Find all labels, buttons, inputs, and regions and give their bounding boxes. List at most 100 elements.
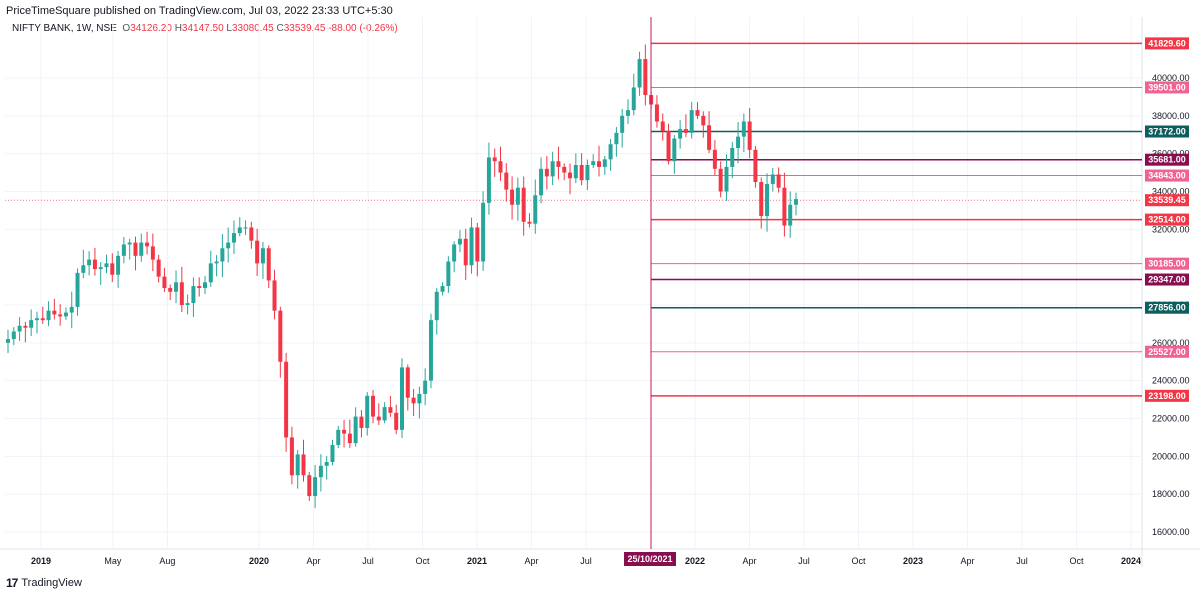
candle-body	[208, 263, 213, 283]
candle-body	[568, 172, 573, 179]
candle-body	[428, 320, 433, 381]
candle-body	[562, 166, 567, 173]
candle	[278, 306, 283, 378]
level-tag: 25527.00	[1145, 345, 1189, 358]
candle-body	[174, 282, 179, 292]
level-tag-label: 37172.00	[1148, 126, 1186, 136]
candle-body	[237, 227, 242, 234]
level-tag-bg	[1145, 81, 1189, 94]
candle	[6, 329, 10, 354]
candle-body	[359, 416, 364, 428]
symbol-name[interactable]: NIFTY BANK, 1W, NSE	[12, 23, 117, 34]
candle	[330, 439, 335, 466]
high-label: H	[174, 23, 182, 34]
candle	[428, 313, 433, 389]
candle-body	[231, 233, 236, 243]
candle-body	[440, 286, 445, 292]
candle	[556, 146, 561, 180]
candle-body	[730, 147, 735, 167]
candle	[133, 236, 138, 271]
candle-body	[759, 182, 764, 217]
candle-body	[434, 291, 439, 321]
candle-body	[770, 174, 775, 184]
candle-body	[330, 444, 335, 463]
candle	[689, 101, 694, 139]
level-tag: 23198.00	[1145, 389, 1189, 402]
candle	[347, 419, 352, 448]
candle	[150, 233, 155, 272]
candle	[342, 419, 347, 448]
level-tag-label: 32514.00	[1148, 215, 1186, 225]
publish-line: PriceTimeSquare published on TradingView…	[6, 5, 393, 17]
level-tag: 39501.00	[1145, 81, 1189, 94]
candle	[208, 250, 213, 287]
candle-body	[707, 125, 712, 150]
candle	[46, 301, 51, 327]
candle	[174, 270, 179, 304]
candle-body	[521, 187, 526, 222]
candle	[145, 231, 150, 255]
candle	[712, 139, 717, 176]
candle	[625, 99, 630, 124]
price-tick-label: 38000.00	[1152, 111, 1190, 121]
candle	[92, 247, 97, 276]
candle-body	[179, 282, 184, 305]
time-tick-label: Jul	[1016, 556, 1028, 566]
candle-body	[486, 157, 491, 203]
candle-body	[701, 115, 706, 126]
candle-body	[220, 248, 225, 262]
candle-body	[243, 227, 248, 229]
tradingview-logo-icon: 17	[6, 576, 18, 590]
candle	[365, 392, 370, 436]
candle	[504, 163, 509, 202]
low-value: 33080.45	[231, 23, 274, 34]
candle-body	[753, 149, 758, 183]
vertical-marker: 25/10/2021	[624, 17, 676, 566]
candle	[214, 255, 219, 277]
price-tick-label: 40000.00	[1152, 73, 1190, 83]
candle-body	[405, 367, 410, 398]
time-tick-label: 2023	[903, 556, 923, 566]
candle	[376, 403, 381, 426]
candle	[139, 233, 144, 262]
candle	[249, 221, 254, 249]
candle	[260, 241, 265, 279]
candle-body	[197, 286, 202, 288]
tradingview-footer[interactable]: 17 TradingView	[6, 576, 82, 590]
candle-body	[52, 310, 57, 315]
candle-body	[313, 477, 318, 497]
candle-body	[6, 339, 10, 343]
candle-body	[318, 465, 323, 478]
candle	[394, 404, 399, 435]
candle	[63, 307, 68, 320]
candle	[539, 157, 544, 204]
candle-body	[185, 303, 190, 305]
level-tag-bg	[1145, 301, 1189, 314]
candle-body	[585, 165, 590, 181]
candle	[336, 425, 341, 449]
candle-body	[17, 325, 22, 332]
time-tick-label: 2020	[249, 556, 269, 566]
candle	[591, 154, 596, 169]
low-label: L	[226, 23, 232, 34]
candle-body	[104, 263, 109, 268]
candle	[678, 120, 683, 149]
candle-body	[423, 380, 428, 394]
price-tick-label: 32000.00	[1152, 224, 1190, 234]
candle	[672, 134, 677, 174]
candle	[87, 251, 92, 276]
candle	[371, 389, 376, 424]
open-value: 34126.20	[130, 23, 172, 34]
time-tick-label: 2021	[467, 556, 487, 566]
candle	[730, 142, 735, 179]
candle-body	[278, 310, 283, 362]
price-tick-label: 34000.00	[1152, 187, 1190, 197]
level-tag-bg	[1145, 153, 1189, 166]
candle-body	[527, 221, 532, 224]
level-tag: 30185.00	[1145, 257, 1189, 270]
candle	[544, 156, 549, 190]
candle	[52, 298, 57, 320]
candle	[701, 111, 706, 138]
candle	[707, 111, 712, 154]
